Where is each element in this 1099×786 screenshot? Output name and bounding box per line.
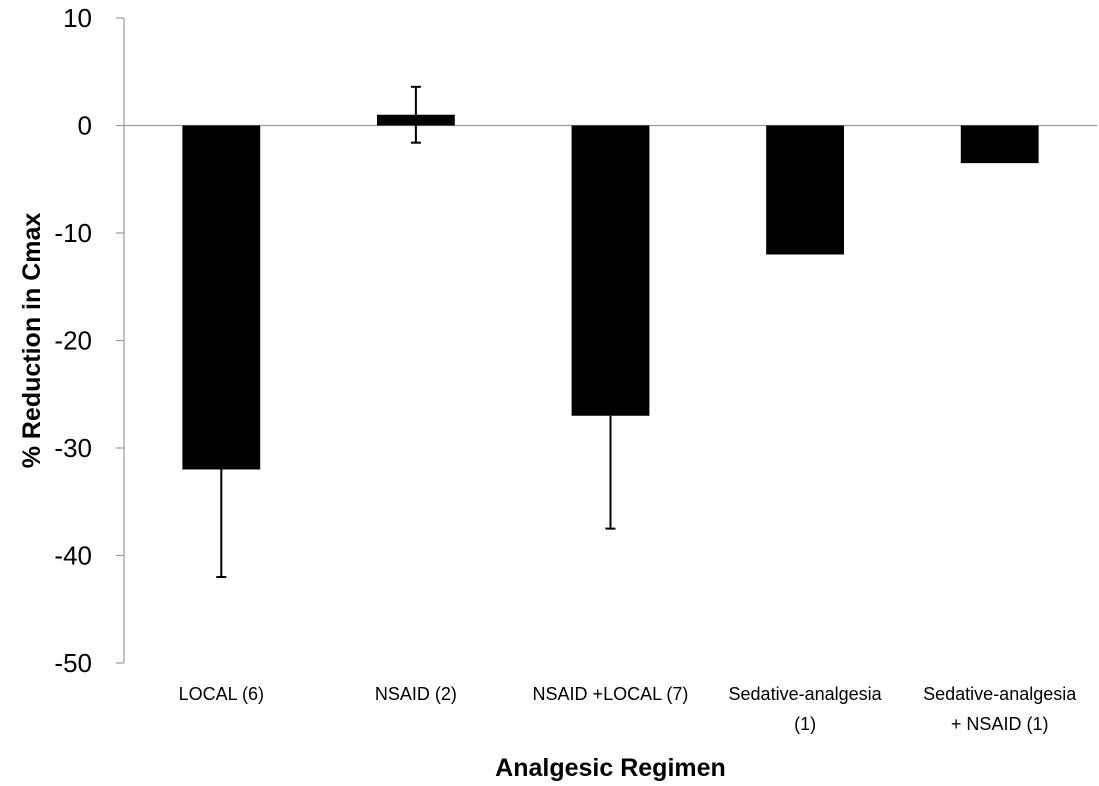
bar [766,125,845,255]
bar [960,125,1039,164]
y-axis-title: % Reduction in Cmax [18,213,46,469]
bar [571,125,650,416]
error-bars [216,85,616,578]
x-tick-label: Sedative-analgesia + NSAID (1) [923,684,1077,734]
x-tick-label: Sedative-analgesia (1) [729,684,883,734]
y-tick-label: -10 [54,218,92,248]
x-axis-tick-labels: LOCAL (6) NSAID (2) NSAID +LOCAL (7) Sedati… [179,684,1078,734]
bar [182,125,261,470]
y-tick-label: 10 [63,3,92,33]
x-tick-label: NSAID (2) [375,684,457,704]
y-tick-label: -30 [54,433,92,463]
x-tick-label: NSAID +LOCAL (7) [533,684,689,704]
bars [182,114,1039,470]
y-tick-label: -40 [54,541,92,571]
x-tick-label: LOCAL (6) [179,684,264,704]
y-tick-label: -50 [54,648,92,678]
x-axis-title: Analgesic Regimen [495,754,726,782]
y-tick-label: 0 [78,111,92,141]
y-axis: 10 0 -10 -20 -30 -40 -50 [54,3,1097,678]
y-tick-label: -20 [54,326,92,356]
